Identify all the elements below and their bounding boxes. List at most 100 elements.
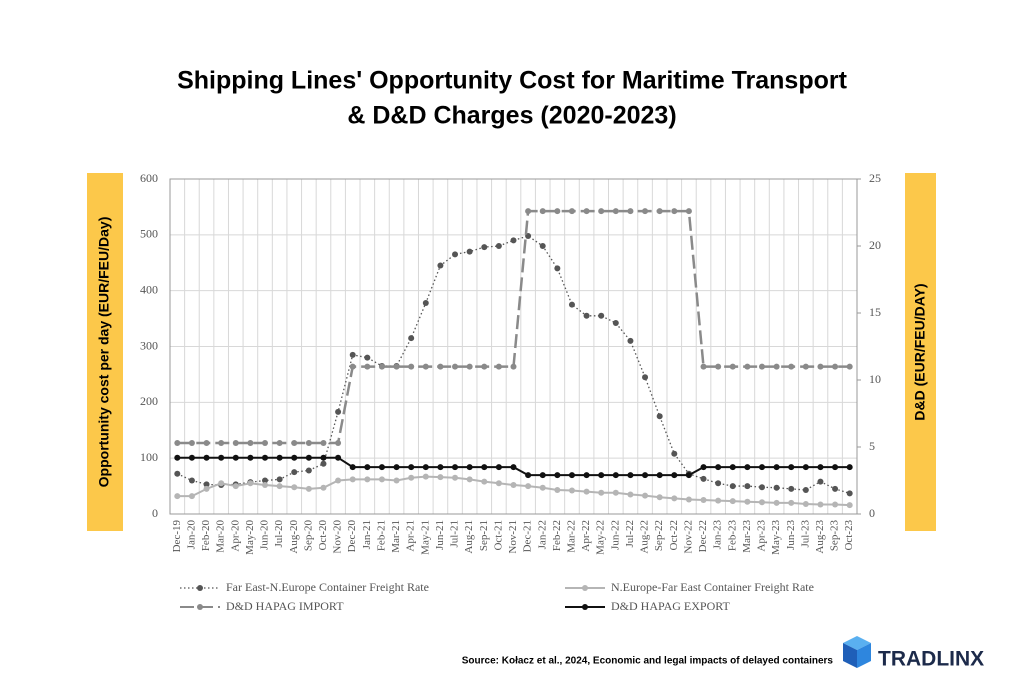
point bbox=[539, 243, 546, 249]
x-tick-label: May-21 bbox=[419, 520, 431, 555]
point bbox=[466, 476, 473, 483]
x-tick-label: Jul-22 bbox=[624, 520, 636, 548]
point bbox=[378, 476, 385, 483]
point bbox=[364, 363, 371, 370]
x-tick-label: Mar-23 bbox=[741, 520, 753, 553]
point bbox=[671, 450, 678, 457]
x-tick-label: Mar-22 bbox=[565, 520, 577, 553]
point bbox=[422, 299, 429, 306]
y2-tick-label: 5 bbox=[869, 439, 875, 453]
point bbox=[788, 363, 795, 370]
point bbox=[203, 485, 210, 492]
x-tick-label: Jan-22 bbox=[536, 520, 548, 549]
y-label-box bbox=[87, 173, 123, 531]
point bbox=[218, 480, 225, 487]
point bbox=[364, 464, 371, 471]
point bbox=[598, 472, 605, 479]
point bbox=[642, 208, 649, 215]
point bbox=[715, 480, 722, 487]
point bbox=[276, 483, 283, 490]
point bbox=[232, 483, 239, 490]
point bbox=[729, 464, 736, 471]
point bbox=[408, 335, 415, 342]
point bbox=[422, 464, 429, 471]
series-line bbox=[177, 209, 850, 445]
point bbox=[642, 472, 649, 479]
point bbox=[788, 464, 795, 471]
point bbox=[437, 363, 444, 370]
point bbox=[554, 265, 561, 272]
point bbox=[437, 262, 444, 269]
y-tick-label: 500 bbox=[140, 227, 158, 241]
point bbox=[612, 208, 619, 215]
point bbox=[554, 472, 561, 479]
point bbox=[773, 464, 780, 471]
x-tick-label: Aug-22 bbox=[639, 520, 651, 554]
point bbox=[846, 502, 853, 509]
y2-label-box bbox=[905, 173, 936, 531]
point bbox=[729, 483, 736, 490]
x-tick-label: May-23 bbox=[770, 520, 782, 555]
point bbox=[773, 484, 780, 491]
point bbox=[656, 472, 663, 479]
point bbox=[656, 494, 663, 501]
point bbox=[832, 501, 839, 508]
point bbox=[744, 464, 751, 471]
point bbox=[598, 312, 605, 319]
point bbox=[788, 485, 795, 492]
x-tick-label: Apr-23 bbox=[756, 520, 768, 552]
x-tick-label: Sep-23 bbox=[829, 520, 841, 552]
point bbox=[568, 487, 575, 494]
point bbox=[846, 464, 853, 471]
point bbox=[393, 363, 400, 370]
point bbox=[788, 499, 795, 506]
point bbox=[685, 496, 692, 503]
point bbox=[758, 484, 765, 491]
point bbox=[685, 208, 692, 215]
x-tick-label: Nov-20 bbox=[332, 520, 344, 554]
point bbox=[495, 480, 502, 487]
point bbox=[700, 464, 707, 471]
legend-marker bbox=[582, 585, 588, 591]
y2-tick-label: 25 bbox=[869, 171, 881, 185]
point bbox=[802, 500, 809, 507]
point bbox=[846, 363, 853, 370]
point bbox=[598, 489, 605, 496]
point bbox=[627, 491, 634, 498]
x-tick-label: Apr-20 bbox=[229, 520, 241, 552]
point bbox=[452, 251, 459, 258]
point bbox=[817, 363, 824, 370]
point bbox=[276, 454, 283, 461]
x-tick-label: Jan-20 bbox=[185, 520, 197, 550]
x-tick-label: Nov-21 bbox=[507, 520, 519, 554]
point bbox=[685, 472, 692, 479]
point bbox=[188, 477, 195, 484]
point bbox=[539, 208, 546, 215]
x-tick-label: Apr-22 bbox=[580, 520, 592, 552]
legend-label: Far East-N.Europe Container Freight Rate bbox=[226, 580, 429, 594]
point bbox=[583, 312, 590, 319]
point bbox=[744, 363, 751, 370]
x-tick-label: Oct-22 bbox=[668, 520, 680, 551]
point bbox=[656, 413, 663, 420]
point bbox=[291, 439, 298, 446]
chart-title-line2: & D&D Charges (2020-2023) bbox=[347, 102, 676, 130]
point bbox=[510, 464, 517, 471]
x-tick-label: Sep-20 bbox=[302, 520, 314, 552]
point bbox=[188, 439, 195, 446]
x-tick-label: Sep-21 bbox=[478, 520, 490, 551]
point bbox=[481, 464, 488, 471]
point bbox=[393, 477, 400, 484]
legend-marker bbox=[197, 585, 203, 591]
x-tick-label: Aug-23 bbox=[814, 520, 826, 554]
point bbox=[276, 439, 283, 446]
point bbox=[510, 363, 517, 370]
x-tick-label: Oct-23 bbox=[843, 520, 855, 551]
point bbox=[729, 363, 736, 370]
point bbox=[525, 208, 532, 215]
point bbox=[218, 454, 225, 461]
x-tick-label: Jan-23 bbox=[712, 520, 724, 550]
point bbox=[583, 472, 590, 479]
point bbox=[642, 492, 649, 499]
point bbox=[408, 464, 415, 471]
